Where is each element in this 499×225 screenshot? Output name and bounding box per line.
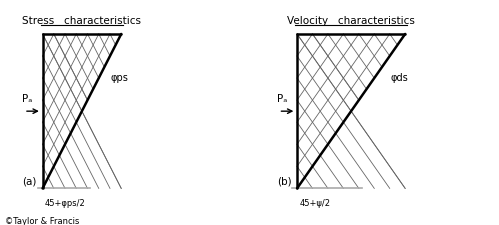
- Text: Pₐ: Pₐ: [22, 94, 33, 104]
- Text: (a): (a): [22, 176, 37, 186]
- Text: ©Taylor & Francis: ©Taylor & Francis: [5, 216, 79, 225]
- Text: 45+ψ/2: 45+ψ/2: [299, 198, 330, 207]
- Text: φps: φps: [111, 73, 129, 83]
- Text: Stress   characteristics: Stress characteristics: [22, 16, 141, 26]
- Text: Pₐ: Pₐ: [277, 94, 287, 104]
- Text: (b): (b): [277, 176, 291, 186]
- Text: 45+φps/2: 45+φps/2: [45, 198, 86, 207]
- Text: Velocity   characteristics: Velocity characteristics: [287, 16, 415, 26]
- Text: φds: φds: [391, 73, 408, 83]
